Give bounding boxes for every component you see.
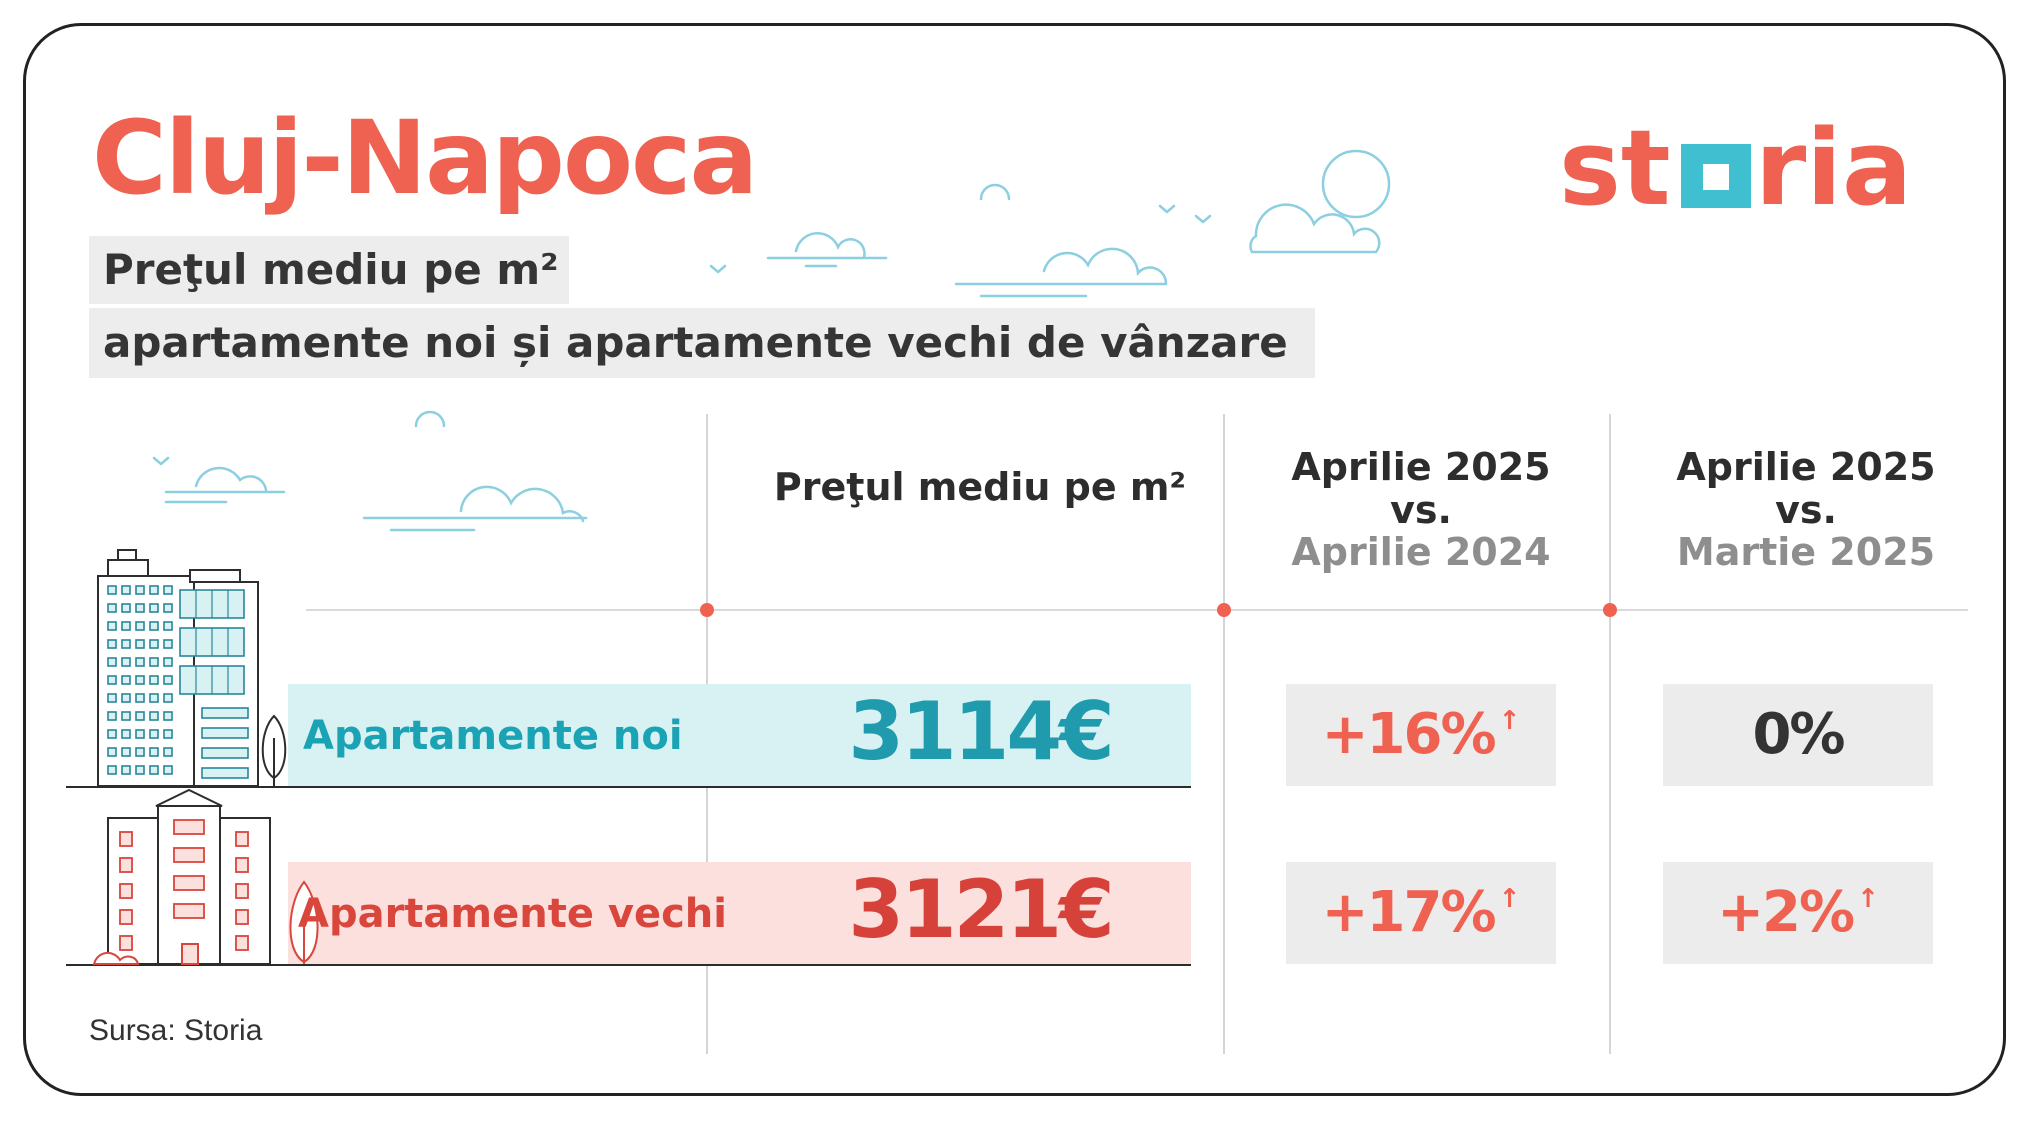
column-divider-2 — [1223, 414, 1225, 1054]
city-title: Cluj-Napoca — [92, 99, 758, 218]
divider-dot-3 — [1603, 603, 1617, 617]
price-value-new: 3114€ — [848, 685, 1114, 778]
row-band-old — [288, 862, 1191, 964]
column-divider-3 — [1609, 414, 1611, 1054]
subtitle-line-2-text: apartamente noi și apartamente vechi de … — [103, 318, 1288, 367]
cloud-icon — [152, 149, 1391, 532]
source-note: Sursa: Storia — [89, 1014, 263, 1047]
up-arrow-icon: ↑ — [1498, 884, 1521, 914]
logo-text-ria: ria — [1755, 107, 1912, 229]
row-label-old: Apartamente vechi — [298, 891, 727, 937]
up-arrow-icon: ↑ — [1857, 884, 1879, 914]
row-baseline-old — [66, 964, 1191, 966]
divider-dot-1 — [700, 603, 714, 617]
mom-change-new-value: 0% — [1752, 702, 1845, 767]
column-header-yoy: Aprilie 2025 vs. Aprilie 2024 — [1226, 446, 1616, 574]
mom-vs: vs. — [1775, 487, 1837, 532]
subtitle-line-1: Preţul mediu pe m² — [89, 236, 569, 304]
mom-change-old: +2% ↑ — [1663, 862, 1933, 964]
header-divider — [306, 609, 1968, 611]
yoy-change-new: +16% ↑ — [1286, 684, 1556, 786]
infographic-card: Cluj-Napoca Preţul mediu pe m² apartamen… — [23, 23, 2006, 1096]
yoy-change-old: +17% ↑ — [1286, 862, 1556, 964]
subtitle-line-2: apartamente noi și apartamente vechi de … — [89, 308, 1315, 378]
logo-text-st: st — [1559, 107, 1671, 229]
yoy-change-old-value: +17% — [1321, 880, 1497, 945]
divider-dot-2 — [1217, 603, 1231, 617]
row-label-new: Apartamente noi — [303, 713, 683, 759]
logo-square-hole — [1703, 164, 1729, 190]
row-band-new — [288, 684, 1191, 786]
subtitle-line-1-text: Preţul mediu pe m² — [103, 245, 559, 294]
mom-current-period: Aprilie 2025 — [1676, 445, 1936, 489]
yoy-change-new-value: +16% — [1321, 702, 1497, 767]
mom-previous-period: Martie 2025 — [1676, 530, 1936, 575]
column-header-mom: Aprilie 2025 vs. Martie 2025 — [1611, 446, 2001, 574]
storia-logo: st ria — [1559, 107, 1912, 229]
up-arrow-icon: ↑ — [1498, 706, 1521, 736]
column-header-price: Preţul mediu pe m² — [773, 465, 1187, 509]
yoy-previous-period: Aprilie 2024 — [1291, 530, 1551, 575]
row-baseline-new — [66, 786, 1191, 788]
yoy-current-period: Aprilie 2025 — [1291, 445, 1551, 489]
price-value-old: 3121€ — [848, 863, 1114, 956]
modern-building-icon — [97, 549, 287, 787]
old-building-icon — [92, 788, 319, 965]
mom-change-old-value: +2% — [1717, 880, 1855, 945]
yoy-vs: vs. — [1390, 487, 1452, 532]
mom-change-new: 0% — [1663, 684, 1933, 786]
